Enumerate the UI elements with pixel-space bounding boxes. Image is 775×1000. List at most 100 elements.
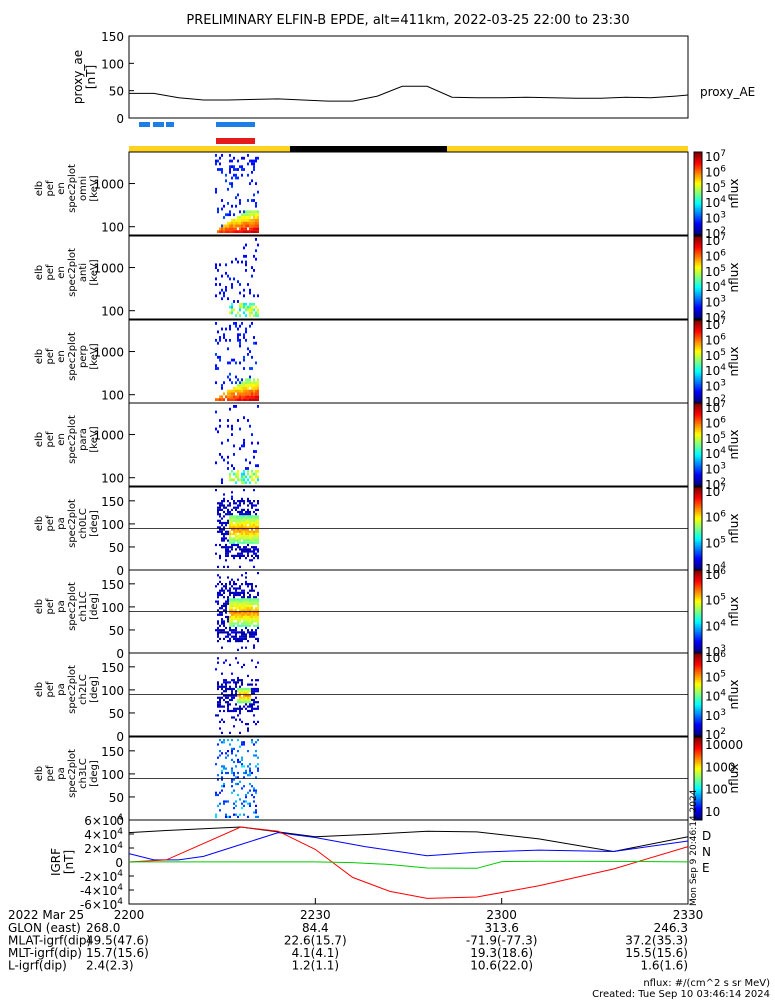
spectrogram-cell: [221, 741, 223, 744]
colorbar-step: [694, 501, 702, 505]
spectrogram-cell: [217, 210, 219, 214]
spectrogram-cell: [217, 506, 219, 509]
spectrogram-cell: [239, 324, 241, 328]
spectrogram-cell: [249, 635, 251, 638]
colorbar-step: [694, 661, 702, 664]
spectrogram-cell: [241, 609, 243, 612]
spectrogram-cell: [249, 500, 251, 503]
spectrogram-cell: [227, 546, 229, 549]
colorbar-frame: [693, 235, 703, 320]
y-tick-label: 50: [109, 707, 124, 721]
colorbar-step: [694, 511, 702, 515]
spectrogram-cell: [249, 550, 251, 553]
spectrogram-cell: [253, 210, 255, 214]
colorbar-tick-base: 10: [705, 401, 720, 415]
spectrogram-cell: [225, 631, 227, 634]
spectrogram-cell: [251, 528, 253, 531]
row-value: 22.6(15.7): [284, 934, 347, 948]
spectrogram-cell: [247, 607, 249, 610]
spectrogram-cell: [233, 622, 235, 625]
spectrogram-cell: [239, 210, 241, 214]
spectrogram-cell: [245, 626, 247, 630]
colorbar-tick-exponent: 5: [720, 535, 726, 545]
colorbar-step: [694, 469, 702, 472]
spectrogram-cell: [257, 190, 259, 194]
spectrogram-cell: [221, 207, 223, 211]
x-tick-label: 2230: [300, 908, 331, 922]
colorbar-step: [694, 430, 702, 433]
colorbar-tick-exponent: 5: [720, 264, 726, 274]
spectrogram-cell: [237, 615, 239, 619]
spectrogram-cell: [239, 637, 241, 640]
spectrogram-cell: [251, 521, 253, 525]
spectrogram-cell: [241, 224, 243, 228]
colorbar-step: [694, 603, 702, 606]
spectrogram-cell: [255, 305, 257, 309]
spectrogram-cell: [239, 165, 241, 169]
y-axis-label-line: en: [56, 350, 67, 363]
colorbar-step: [694, 774, 702, 777]
y-axis-label-line: spec2plot: [67, 164, 78, 213]
colorbar-step: [694, 312, 702, 316]
x-tick-label: 2300: [486, 908, 517, 922]
spectrogram-cell: [253, 168, 255, 171]
y-axis-label-line: spec2plot: [67, 248, 78, 297]
spectrogram-cell: [243, 589, 245, 592]
spectrogram-cell: [223, 739, 225, 742]
spectrogram-cell: [227, 398, 229, 401]
spectrogram-cell: [251, 526, 253, 529]
row-value: 37.2(35.3): [625, 934, 688, 948]
spectrogram-cell: [251, 550, 253, 553]
spectrogram-cell: [247, 347, 249, 351]
spectrogram-cell: [257, 521, 259, 525]
spectrogram-cell: [253, 510, 255, 514]
colorbar-step: [694, 400, 702, 404]
spectrogram-cell: [233, 392, 235, 396]
spectrogram-cell: [235, 381, 237, 385]
spectrogram-cell: [231, 221, 233, 225]
spectrogram-cell: [245, 386, 247, 390]
spectrogram-cell: [243, 475, 245, 479]
spectrogram-cell: [223, 596, 225, 599]
spectrogram-cell: [231, 537, 233, 540]
colorbar-step: [694, 709, 702, 712]
spectrogram-cell: [245, 769, 247, 772]
spectrogram-cell: [231, 690, 233, 693]
colorbar-step: [694, 461, 702, 464]
spectrogram-cell: [247, 221, 249, 225]
colorbar-step: [694, 745, 702, 748]
spectrogram-cell: [247, 521, 249, 525]
colorbar-tick-label: 106: [705, 332, 726, 347]
spectrogram-cell: [215, 791, 217, 794]
spectrogram-cell: [245, 620, 247, 623]
y-axis-label-line: pef: [45, 681, 56, 698]
spectrogram-cell: [235, 800, 237, 803]
spectrogram-cell: [225, 756, 227, 759]
spectrogram-cell: [221, 530, 223, 533]
spectrogram-cell: [227, 227, 229, 231]
colorbar-step: [694, 279, 702, 283]
spectrogram-cell: [239, 384, 241, 387]
spectrogram-cell: [247, 705, 249, 708]
spectrogram-cell: [231, 771, 233, 775]
spectrogram-cell: [225, 813, 227, 816]
colorbar-step: [694, 776, 702, 779]
y-axis-label-line: [keV]: [89, 343, 100, 369]
spectrogram-cell: [215, 763, 217, 766]
colorbar-step: [694, 487, 702, 490]
spectrogram-cell: [231, 631, 233, 634]
spectrogram-cell: [257, 707, 259, 710]
spectrogram-cell: [255, 159, 257, 163]
spectrogram-cell: [235, 598, 237, 601]
spectrogram-cell: [233, 168, 235, 171]
spectrogram-cell: [247, 199, 249, 202]
y-tick-mantissa: -2×10: [80, 870, 117, 884]
spectrogram-cell: [251, 441, 253, 445]
spectrogram-cell: [243, 546, 245, 549]
spectrogram-cell: [237, 591, 239, 594]
spectrogram-cell: [223, 510, 225, 514]
spectrogram-cell: [231, 524, 233, 527]
spectrogram-cell: [235, 683, 237, 686]
spectrogram-cell: [255, 230, 257, 233]
spectrogram-cell: [247, 515, 249, 518]
